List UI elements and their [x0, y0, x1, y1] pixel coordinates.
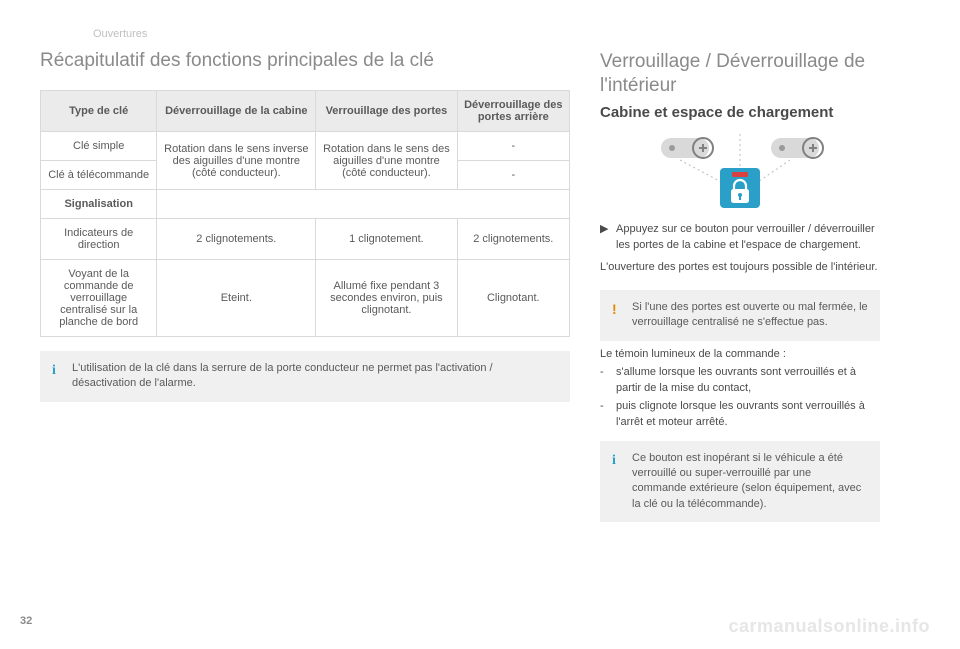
- list-item-text: s'allume lorsque les ouvrants sont verro…: [616, 365, 880, 397]
- bullet-marker: -: [600, 365, 616, 397]
- list-intro: Le témoin lumineux de la commande :: [600, 347, 880, 363]
- table-row: Indicateurs de direction 2 clignotements…: [41, 219, 570, 260]
- cell-blinking: Clignotant.: [457, 260, 569, 337]
- cell-off: Eteint.: [157, 260, 316, 337]
- bullet-marker: -: [600, 399, 616, 431]
- cell-2blinks-b: 2 clignotements.: [457, 219, 569, 260]
- cell-ccw-rotation: Rotation dans le sens inverse des aiguil…: [157, 132, 316, 190]
- info-icon: i: [612, 451, 632, 471]
- warning-callout-text: Si l'une des portes est ouverte ou mal f…: [632, 300, 868, 331]
- cell-1blink: 1 clignotement.: [316, 219, 457, 260]
- cell-dash-2: -: [457, 161, 569, 190]
- th-lock-doors: Verrouillage des portes: [316, 91, 457, 132]
- th-unlock-cab: Déverrouillage de la cabine: [157, 91, 316, 132]
- left-column: Récapitulatif des fonctions principales …: [40, 50, 570, 522]
- cell-signal-empty: [157, 190, 570, 219]
- table-row: Clé simple Rotation dans le sens inverse…: [41, 132, 570, 161]
- table-row: Voyant de la commande de verrouillage ce…: [41, 260, 570, 337]
- cell-indicators: Indicateurs de direction: [41, 219, 157, 260]
- table-row: Signalisation: [41, 190, 570, 219]
- cell-cw-rotation: Rotation dans le sens des aiguilles d'un…: [316, 132, 457, 190]
- breadcrumb: Ouvertures: [93, 28, 920, 40]
- lock-diagram-svg: [655, 134, 825, 212]
- instruction-row: ▶ Appuyez sur ce bouton pour verrouiller…: [600, 222, 880, 254]
- summary-title: Récapitulatif des fonctions principales …: [40, 50, 570, 72]
- manual-page: Ouvertures Récapitulatif des fonctions p…: [0, 0, 960, 649]
- info-icon: i: [52, 361, 72, 381]
- para-open-inside: L'ouverture des portes est toujours poss…: [600, 260, 880, 276]
- cell-central-lock-led: Voyant de la commande de verrouillage ce…: [41, 260, 157, 337]
- content-columns: Récapitulatif des fonctions principales …: [40, 50, 920, 522]
- lock-section-title: Verrouillage / Déverrouillage de l'intér…: [600, 50, 880, 98]
- cell-fixed-3s: Allumé fixe pendant 3 secondes environ, …: [316, 260, 457, 337]
- cell-2blinks-a: 2 clignotements.: [157, 219, 316, 260]
- lock-subsection-title: Cabine et espace de chargement: [600, 104, 880, 123]
- warning-callout-door-open: ! Si l'une des portes est ouverte ou mal…: [600, 290, 880, 341]
- th-type: Type de clé: [41, 91, 157, 132]
- lock-button-diagram: [600, 134, 880, 212]
- info-callout-text: L'utilisation de la clé dans la serrure …: [72, 361, 558, 392]
- cell-signalisation: Signalisation: [41, 190, 157, 219]
- list-item: - puis clignote lorsque les ouvrants son…: [600, 399, 880, 431]
- cell-dash-1: -: [457, 132, 569, 161]
- watermark: carmanualsonline.info: [728, 616, 930, 637]
- list-item: - s'allume lorsque les ouvrants sont ver…: [600, 365, 880, 397]
- th-unlock-rear: Déverrouillage des portes arrière: [457, 91, 569, 132]
- cell-remote-key: Clé à télécommande: [41, 161, 157, 190]
- info-callout-alarm: i L'utilisation de la clé dans la serrur…: [40, 351, 570, 402]
- instruction-text: Appuyez sur ce bouton pour verrouiller /…: [616, 222, 880, 254]
- info-callout-button-inop: i Ce bouton est inopérant si le véhicule…: [600, 441, 880, 523]
- key-summary-table: Type de clé Déverrouillage de la cabine …: [40, 90, 570, 337]
- list-item-text: puis clignote lorsque les ouvrants sont …: [616, 399, 880, 431]
- table-header-row: Type de clé Déverrouillage de la cabine …: [41, 91, 570, 132]
- warning-icon: !: [612, 300, 632, 320]
- right-column: Verrouillage / Déverrouillage de l'intér…: [600, 50, 880, 522]
- page-number: 32: [20, 615, 32, 627]
- info-callout-text: Ce bouton est inopérant si le véhicule a…: [632, 451, 868, 513]
- cell-simple-key: Clé simple: [41, 132, 157, 161]
- instruction-marker: ▶: [600, 222, 616, 254]
